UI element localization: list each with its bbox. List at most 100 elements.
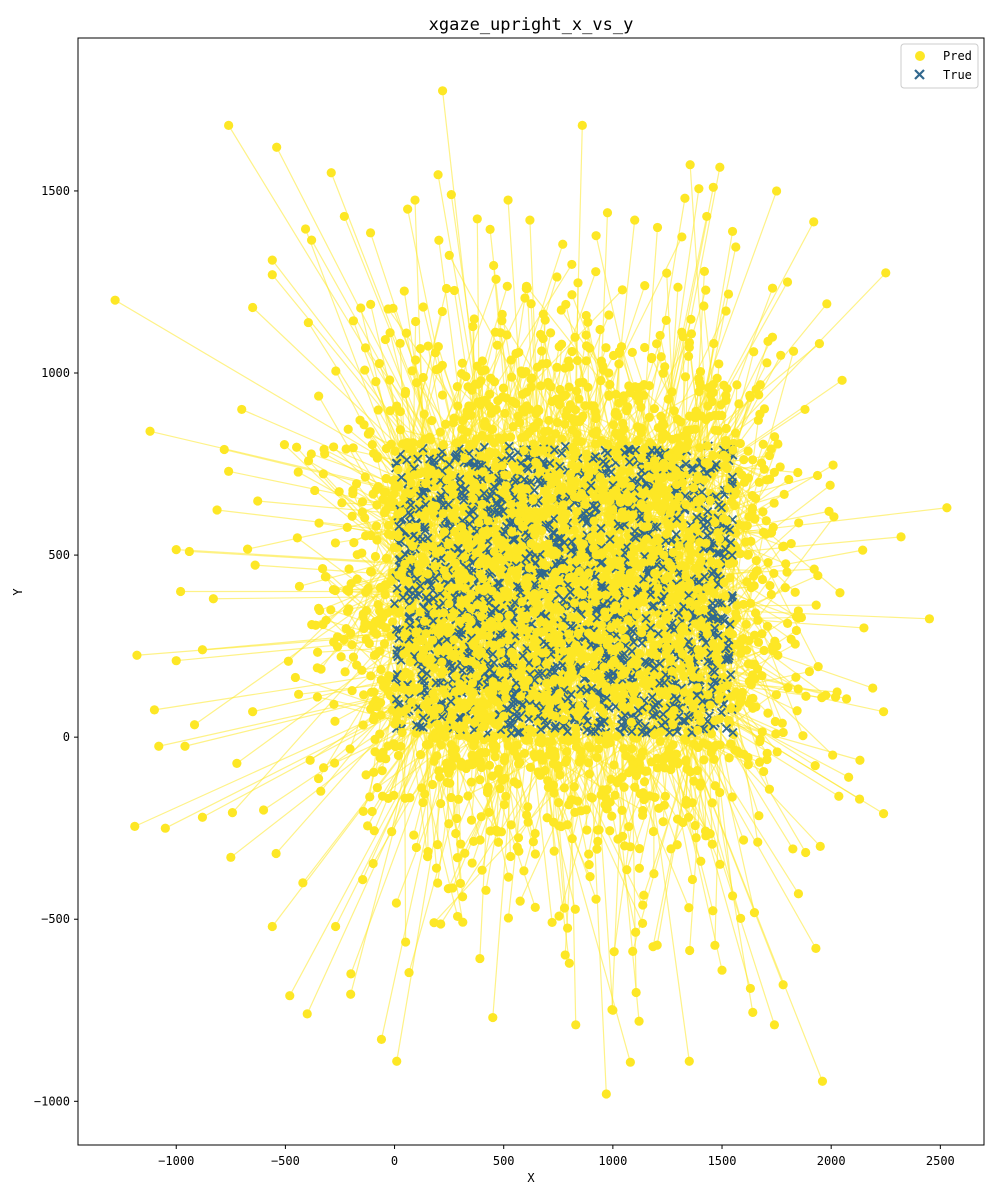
pred-point [540, 497, 550, 508]
pred-point [314, 518, 324, 528]
pred-point [791, 672, 801, 682]
pred-point [554, 797, 564, 808]
pred-point [798, 731, 808, 741]
pred-point [572, 355, 583, 366]
pred-point [580, 401, 590, 411]
pred-point [745, 390, 755, 400]
pred-point [367, 439, 377, 450]
pred-point [684, 337, 695, 348]
pred-point [366, 687, 377, 697]
pred-point [763, 336, 773, 346]
pred-point [778, 727, 788, 738]
pred-point [469, 741, 479, 751]
pred-point [732, 380, 742, 390]
pred-point [283, 656, 293, 666]
pred-point [771, 690, 781, 700]
pred-point [495, 328, 506, 338]
pred-point [649, 403, 660, 414]
pred-point [701, 285, 711, 295]
pred-point [547, 917, 557, 928]
pred-point [520, 293, 530, 303]
pred-point [453, 794, 464, 804]
pred-point [583, 382, 593, 392]
pred-point [250, 560, 260, 570]
pred-point [743, 473, 754, 483]
pred-point [707, 798, 717, 808]
pred-point [581, 330, 591, 340]
pred-point [708, 906, 718, 916]
pred-point [564, 800, 574, 810]
pred-point [694, 184, 704, 194]
pred-point [212, 505, 222, 515]
pred-point [691, 833, 701, 843]
pred-point [385, 328, 395, 338]
pred-point [293, 467, 303, 477]
pred-point [814, 339, 825, 349]
pred-point [673, 282, 683, 292]
pred-point [690, 820, 700, 831]
pred-point [514, 347, 524, 358]
pred-point [567, 413, 577, 424]
pred-point [574, 757, 584, 767]
pred-point [605, 543, 615, 553]
pred-point [801, 847, 811, 858]
pred-point [676, 417, 686, 427]
pred-point [383, 304, 393, 314]
pred-point [375, 606, 385, 616]
pred-point [505, 851, 516, 862]
pred-point [773, 439, 783, 449]
pred-point [638, 900, 648, 910]
pred-point [609, 947, 619, 957]
pred-point [312, 692, 323, 702]
pred-point [602, 784, 612, 795]
pred-point [313, 603, 324, 613]
pred-point [581, 805, 592, 815]
pred-point [330, 585, 340, 596]
pred-point [453, 401, 463, 411]
pred-point [752, 664, 763, 674]
pred-point [709, 754, 719, 765]
pred-point [557, 392, 567, 402]
pred-point [796, 612, 807, 623]
pred-point [632, 576, 642, 586]
pred-point [351, 479, 362, 489]
pred-point [755, 409, 765, 419]
pred-point [455, 878, 466, 889]
pred-point [769, 568, 779, 578]
pred-point [617, 805, 627, 816]
pred-point [741, 619, 751, 629]
pred-point [605, 379, 615, 390]
pred-point [584, 769, 595, 779]
pred-point [654, 536, 664, 546]
pred-point [310, 485, 320, 496]
pred-point [253, 496, 263, 506]
pred-point [319, 444, 329, 454]
pred-point [554, 341, 564, 352]
connector-line [731, 485, 788, 573]
pred-point [555, 469, 565, 479]
pred-point [448, 883, 458, 893]
pred-point [685, 945, 695, 956]
pred-point [549, 788, 559, 798]
pred-point [694, 378, 705, 388]
pred-point [624, 466, 634, 477]
pred-point [738, 633, 748, 644]
pred-point [594, 825, 604, 835]
pred-point [443, 552, 453, 562]
pred-point [369, 826, 379, 836]
pred-point [448, 418, 458, 428]
pred-point [584, 860, 594, 870]
pred-point [810, 761, 820, 771]
pred-point [347, 686, 357, 696]
pred-point [602, 208, 613, 218]
pred-point [399, 286, 409, 296]
pred-point [337, 498, 347, 508]
pred-point [748, 1007, 758, 1017]
pred-point [457, 358, 467, 368]
pred-point [757, 727, 767, 737]
pred-point [677, 232, 687, 242]
pred-point [371, 376, 381, 387]
pred-point [358, 875, 368, 885]
pred-point [342, 585, 352, 595]
pred-point [601, 343, 611, 353]
